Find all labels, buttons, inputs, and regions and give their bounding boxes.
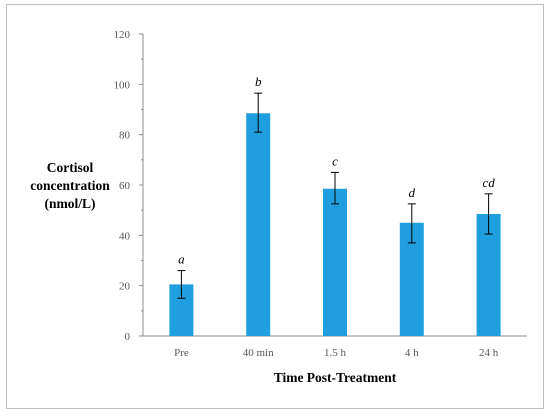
x-tick-label: 24 h <box>479 347 499 359</box>
bar <box>246 113 271 337</box>
significance-letter: c <box>332 153 338 168</box>
y-axis-label-line: Cortisol <box>47 160 94 175</box>
x-tick-label: 1.5 h <box>324 347 347 359</box>
y-tick-label: 0 <box>125 331 131 343</box>
y-axis-label: Cortisol concentration (nmol/L) <box>30 160 110 211</box>
y-tick-label: 40 <box>119 230 131 242</box>
x-tick-label: 4 h <box>405 347 419 359</box>
y-axis: 0 20 40 60 80 100 120 <box>114 29 144 343</box>
y-tick-label: 100 <box>114 79 131 91</box>
y-tick-label: 120 <box>114 29 131 41</box>
y-tick-label: 20 <box>119 281 131 293</box>
bar <box>323 188 347 336</box>
y-axis-label-line: (nmol/L) <box>44 196 95 211</box>
x-tick-label: 40 min <box>243 347 274 359</box>
bars <box>169 113 501 337</box>
y-tick-label: 60 <box>119 180 131 192</box>
significance-letter: a <box>178 252 185 267</box>
significance-letter: cd <box>482 175 495 190</box>
y-tick-label: 80 <box>119 130 131 142</box>
chart-frame <box>6 4 544 409</box>
significance-letter: b <box>255 74 262 89</box>
y-axis-label-line: concentration <box>30 178 110 193</box>
x-tick-label: Pre <box>174 347 189 359</box>
x-axis: Pre 40 min 1.5 h 4 h 24 h <box>143 335 527 359</box>
error-bars <box>177 92 493 299</box>
significance-letter: d <box>409 185 416 200</box>
x-axis-label: Time Post-Treatment <box>274 370 397 385</box>
